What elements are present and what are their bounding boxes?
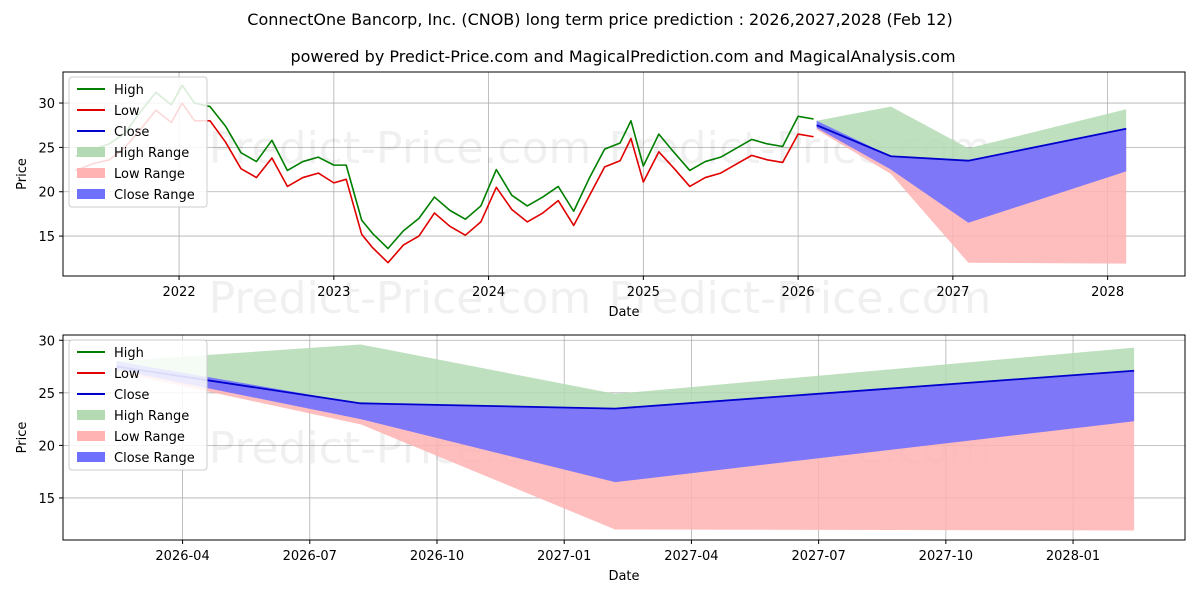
y-axis-label: Price (15, 422, 30, 454)
legend-label: High (114, 83, 144, 98)
legend-label: Close (114, 125, 149, 140)
chart-subtitle: powered by Predict-Price.com and Magical… (290, 47, 955, 66)
x-tick-label: 2026-04 (155, 549, 209, 564)
close-prediction-line (116, 365, 1135, 410)
top-panel: Predict-Price.com Predict-Price.com Predic… (15, 71, 1186, 324)
plot-area (116, 344, 1135, 531)
axes-frame (62, 334, 1186, 541)
close-prediction-line (816, 124, 1127, 162)
chart-title: ConnectOne Bancorp, Inc. (CNOB) long ter… (247, 10, 952, 29)
legend: High Low Close High Range Low Range Close Ran… (68, 76, 208, 208)
y-tick-label: 25 (38, 387, 55, 402)
legend-label: High Range (114, 409, 189, 424)
legend-label: Close Range (114, 188, 195, 203)
high-range-band (116, 344, 1135, 409)
legend-label: High Range (114, 146, 189, 161)
x-tick-label: 2026 (782, 285, 815, 300)
bottom-panel: Predict-Price.comPredict-Price.com2026-0… (15, 334, 1186, 584)
axes-frame (62, 71, 1186, 277)
y-tick-label: 30 (38, 97, 55, 112)
x-tick-label: 2026-10 (410, 549, 464, 564)
x-axis-label: Date (608, 569, 639, 584)
x-tick-label: 2027-10 (919, 549, 973, 564)
legend-label: Close Range (114, 451, 195, 466)
y-tick-label: 15 (38, 230, 55, 245)
y-axis-label: Price (15, 158, 30, 190)
legend-swatch-patch (77, 452, 105, 462)
y-tick-label: 15 (38, 492, 55, 507)
watermark-text: Predict-Price.com (609, 273, 992, 324)
x-tick-label: 2027-01 (537, 549, 591, 564)
y-tick-label: 20 (38, 439, 55, 454)
legend-label: Low (114, 104, 140, 119)
y-tick-label: 30 (38, 334, 55, 349)
y-tick-label: 25 (38, 141, 55, 156)
legend-swatch-patch (77, 410, 105, 420)
legend: High Low Close High Range Low Range Close Ran… (68, 339, 208, 471)
x-tick-label: 2027 (936, 285, 969, 300)
y-tick-label: 20 (38, 186, 55, 201)
plot-area (75, 84, 1127, 264)
legend-swatch-patch (77, 431, 105, 441)
legend-label: Close (114, 388, 149, 403)
x-tick-label: 2026-07 (283, 549, 337, 564)
legend-label: Low (114, 367, 140, 382)
close-range-band (816, 120, 1127, 223)
legend-swatch-patch (77, 168, 105, 178)
watermark-text: Predict-Price.com (209, 273, 592, 324)
close-range-band (116, 361, 1135, 483)
x-tick-label: 2027-07 (791, 549, 845, 564)
high-range-band (816, 106, 1127, 161)
x-tick-label: 2024 (472, 285, 505, 300)
x-axis-label: Date (608, 305, 639, 320)
legend-swatch-patch (77, 147, 105, 157)
legend-label: Low Range (114, 167, 185, 182)
x-tick-label: 2028 (1091, 285, 1124, 300)
x-tick-label: 2023 (317, 285, 350, 300)
legend-label: Low Range (114, 430, 185, 445)
x-tick-label: 2028-01 (1046, 549, 1100, 564)
watermark-text: Predict-Price.com (209, 123, 592, 174)
legend-label: High (114, 346, 144, 361)
legend-swatch-patch (77, 189, 105, 199)
x-tick-label: 2027-04 (664, 549, 718, 564)
x-tick-label: 2025 (627, 285, 660, 300)
x-tick-label: 2022 (163, 285, 196, 300)
